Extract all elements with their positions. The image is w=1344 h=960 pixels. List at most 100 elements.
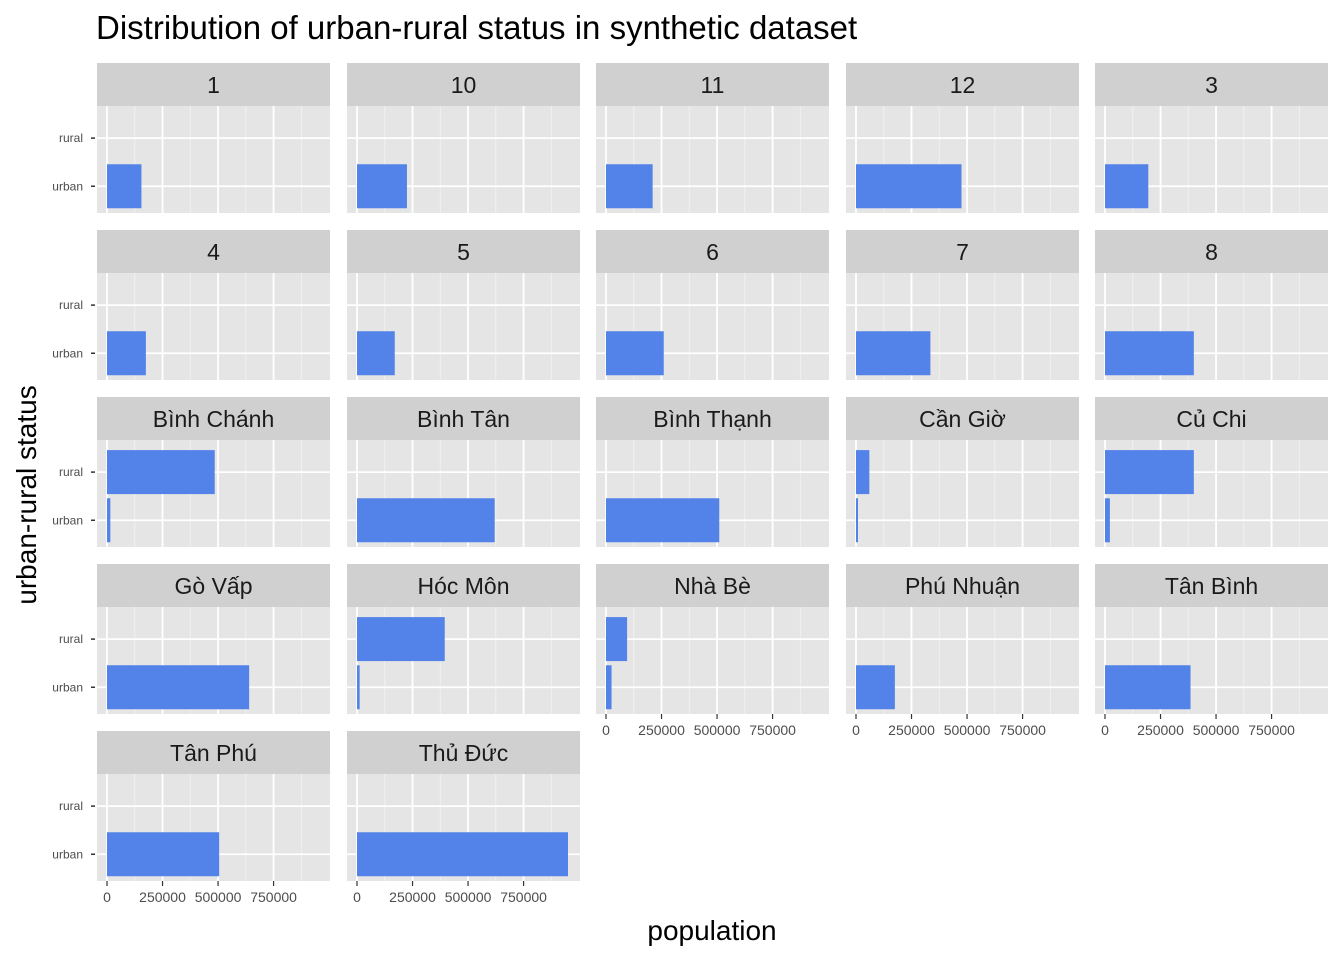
x-tick-label: 250000 <box>389 889 436 905</box>
y-tick-label: rural <box>59 799 83 813</box>
facet-strip <box>596 63 829 106</box>
facet-strip-label: 4 <box>207 239 220 265</box>
y-axis-title: urban-rural status <box>11 385 42 604</box>
facet-strip <box>846 397 1079 440</box>
x-tick-label: 500000 <box>694 722 741 738</box>
facet-strip-label: 8 <box>1205 239 1218 265</box>
bar-urban <box>107 498 111 543</box>
bar-rural <box>357 617 445 662</box>
facet-panel: Bình Thạnh <box>596 397 829 547</box>
bar-urban <box>357 331 395 376</box>
facet-panel: Tân Phú rural urban 0 250000 500000 750000 <box>52 731 330 905</box>
y-tick-label: urban <box>52 847 83 861</box>
facet-strip-label: 5 <box>457 239 470 265</box>
facet-strip-label: 6 <box>706 239 719 265</box>
facet-panel: 7 <box>846 230 1079 380</box>
facet-strip <box>1095 397 1328 440</box>
facet-panels: 1 rural urban 10 11 12 3 4 rural urban 5 6 7 8 Bình Ch… <box>52 63 1328 905</box>
facet-panel: 11 <box>596 63 829 213</box>
facet-panel: 6 <box>596 230 829 380</box>
facet-strip <box>97 731 330 774</box>
facet-strip <box>347 731 580 774</box>
x-tick-label: 0 <box>103 889 111 905</box>
facet-strip <box>347 230 580 273</box>
facet-strip <box>846 230 1079 273</box>
facet-panel: 10 <box>347 63 580 213</box>
x-tick-label: 250000 <box>139 889 186 905</box>
facet-strip <box>97 397 330 440</box>
y-tick-label: rural <box>59 298 83 312</box>
facet-strip-label: Thủ Đức <box>419 740 509 766</box>
facet-panel: Gò Vấp rural urban <box>52 564 330 714</box>
facet-strip-label: Nhà Bè <box>674 573 751 599</box>
x-tick-label: 750000 <box>749 722 796 738</box>
bar-urban <box>1105 665 1191 710</box>
facet-strip <box>97 230 330 273</box>
bar-urban <box>357 498 495 543</box>
panel-background <box>846 440 1079 547</box>
facet-strip <box>347 63 580 106</box>
x-axis-title: population <box>647 915 776 946</box>
facet-strip <box>846 63 1079 106</box>
bar-rural <box>606 617 628 662</box>
facet-panel: Bình Chánh rural urban <box>52 397 330 547</box>
facet-strip-label: 7 <box>956 239 969 265</box>
bar-urban <box>1105 331 1194 376</box>
x-tick-label: 500000 <box>944 722 991 738</box>
bar-urban <box>357 164 407 209</box>
x-tick-label: 250000 <box>638 722 685 738</box>
x-tick-label: 0 <box>852 722 860 738</box>
facet-strip-label: Gò Vấp <box>175 573 253 599</box>
facet-strip-label: 11 <box>701 72 725 98</box>
y-tick-label: rural <box>59 632 83 646</box>
facet-strip-label: 1 <box>207 72 220 98</box>
facet-strip-label: Hóc Môn <box>417 573 509 599</box>
facet-panel: Nhà Bè 0 250000 500000 750000 <box>596 564 829 738</box>
bar-rural <box>1105 450 1194 495</box>
facet-strip <box>596 230 829 273</box>
bar-urban <box>856 665 895 710</box>
facet-panel: Tân Bình 0 250000 500000 750000 <box>1095 564 1328 738</box>
facet-panel: Phú Nhuận 0 250000 500000 750000 <box>846 564 1079 738</box>
facet-strip <box>347 564 580 607</box>
bar-urban <box>107 665 250 710</box>
facet-panel: Cần Giờ <box>846 397 1079 547</box>
bar-urban <box>357 665 360 710</box>
x-tick-label: 250000 <box>1137 722 1184 738</box>
x-tick-label: 750000 <box>999 722 1046 738</box>
facet-strip-label: Cần Giờ <box>919 406 1006 432</box>
x-tick-label: 0 <box>1101 722 1109 738</box>
y-tick-label: urban <box>52 680 83 694</box>
x-tick-label: 750000 <box>250 889 297 905</box>
facet-panel: 5 <box>347 230 580 380</box>
bar-rural <box>107 450 215 495</box>
x-tick-label: 750000 <box>1248 722 1295 738</box>
facet-strip-label: Củ Chi <box>1176 406 1246 432</box>
facet-strip-label: Bình Chánh <box>153 406 274 432</box>
bar-urban <box>606 164 653 209</box>
x-tick-label: 500000 <box>1193 722 1240 738</box>
x-tick-label: 500000 <box>445 889 492 905</box>
facet-strip-label: 12 <box>950 72 976 98</box>
facet-strip <box>97 63 330 106</box>
facet-strip <box>347 397 580 440</box>
bar-urban <box>1105 164 1149 209</box>
bar-urban <box>606 498 720 543</box>
facet-panel: 3 <box>1095 63 1328 213</box>
facet-panel: 1 rural urban <box>52 63 330 213</box>
bar-urban <box>107 832 220 877</box>
y-tick-label: rural <box>59 131 83 145</box>
bar-urban <box>606 331 664 376</box>
facet-strip <box>1095 230 1328 273</box>
panel-background <box>596 607 829 714</box>
facet-strip-label: Tân Phú <box>170 740 257 766</box>
x-tick-label: 500000 <box>195 889 242 905</box>
y-tick-label: rural <box>59 465 83 479</box>
facet-strip-label: Bình Thạnh <box>653 406 772 432</box>
facet-panel: Thủ Đức 0 250000 500000 750000 <box>347 731 580 905</box>
facet-strip <box>97 564 330 607</box>
facet-strip-label: 10 <box>451 72 477 98</box>
bar-urban <box>107 164 142 209</box>
bar-urban <box>606 665 612 710</box>
